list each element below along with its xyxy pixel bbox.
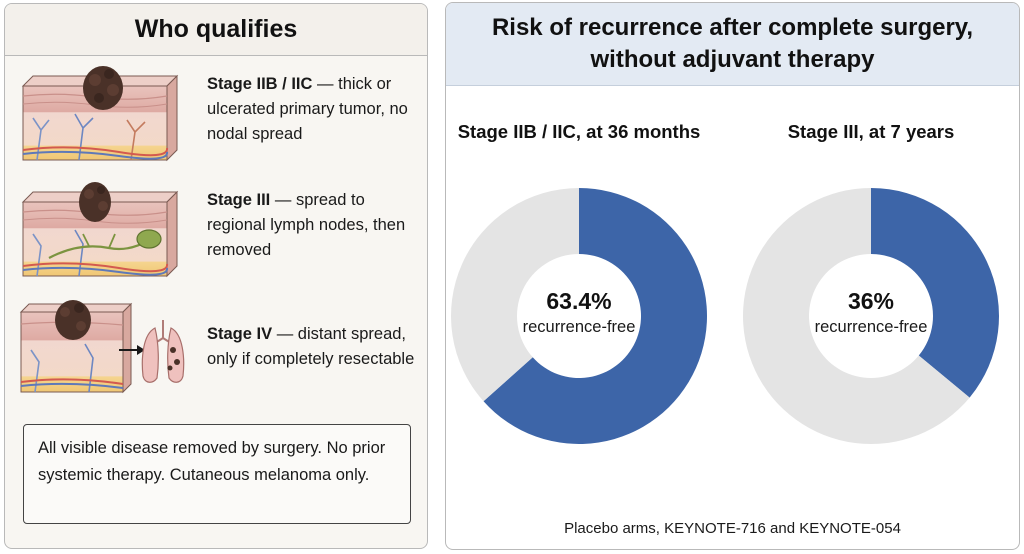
left-panel-title: Who qualifies bbox=[134, 15, 298, 43]
source-footnote: Placebo arms, KEYNOTE-716 and KEYNOTE-05… bbox=[564, 520, 901, 537]
donut-title: Stage IIB / IIC, at 36 months bbox=[457, 121, 701, 142]
donut-center-caption: recurrence-free bbox=[814, 318, 928, 336]
stage-label: Stage IIB / IIC bbox=[207, 75, 313, 93]
donut-chart-stage-iib-iic: Stage IIB / IIC, at 36 months 63.4% recu… bbox=[449, 118, 709, 478]
donut-slice-remainder bbox=[743, 188, 970, 444]
donut-title: Stage III, at 7 years bbox=[787, 121, 955, 142]
skin-cross-section-lymph-node-icon bbox=[21, 182, 179, 278]
donut-chart-stage-iii: Stage III, at 7 years 36% recurrence-fre… bbox=[741, 118, 1001, 478]
stage-label: Stage III bbox=[207, 191, 271, 209]
stage-label: Stage IV bbox=[207, 325, 273, 343]
donut-svg bbox=[451, 188, 707, 444]
skin-cross-section-lung-metastasis-icon bbox=[19, 300, 185, 394]
donut-center-caption: recurrence-free bbox=[522, 318, 636, 336]
donut-center-value: 36% bbox=[847, 288, 895, 314]
donut-slice-recurrence-free bbox=[871, 188, 999, 398]
donut-center-value: 63.4% bbox=[546, 288, 612, 314]
donut-center-label: 63.4% recurrence-free bbox=[449, 286, 709, 338]
stage-detail: — spread to regional lymph nodes, then r… bbox=[207, 191, 406, 259]
donut-slice-recurrence-free bbox=[483, 188, 707, 444]
donut-svg bbox=[743, 188, 999, 444]
stage-detail: — distant spread, only if completely res… bbox=[207, 325, 415, 368]
donut-slice-remainder bbox=[451, 188, 579, 402]
donut-center-label: 36% recurrence-free bbox=[741, 286, 1001, 338]
left-panel-header: Who qualifies bbox=[5, 4, 427, 56]
right-panel-title: Risk of recurrence after complete surger… bbox=[491, 14, 974, 73]
stage-detail: — thick or ulcerated primary tumor, no n… bbox=[207, 75, 408, 143]
stage-row-iii: Stage III — spread to regional lymph nod… bbox=[19, 182, 419, 286]
stage-row-iib-iic: Stage IIB / IIC — thick or ulcerated pri… bbox=[19, 66, 419, 170]
eligibility-note-box: All visible disease removed by surgery. … bbox=[23, 424, 411, 524]
stage-description-iv: Stage IV — distant spread, only if compl… bbox=[207, 322, 427, 372]
stage-row-iv: Stage IV — distant spread, only if compl… bbox=[19, 298, 419, 402]
who-qualifies-panel: Who qualifies bbox=[4, 3, 428, 549]
stage-description-iii: Stage III — spread to regional lymph nod… bbox=[207, 188, 427, 263]
right-panel-header: Risk of recurrence after complete surger… bbox=[446, 3, 1019, 86]
eligibility-note: All visible disease removed by surgery. … bbox=[38, 439, 386, 484]
skin-cross-section-thick-tumor-icon bbox=[21, 66, 179, 162]
recurrence-risk-panel: Risk of recurrence after complete surger… bbox=[445, 2, 1020, 550]
stage-description-iib-iic: Stage IIB / IIC — thick or ulcerated pri… bbox=[207, 72, 427, 147]
